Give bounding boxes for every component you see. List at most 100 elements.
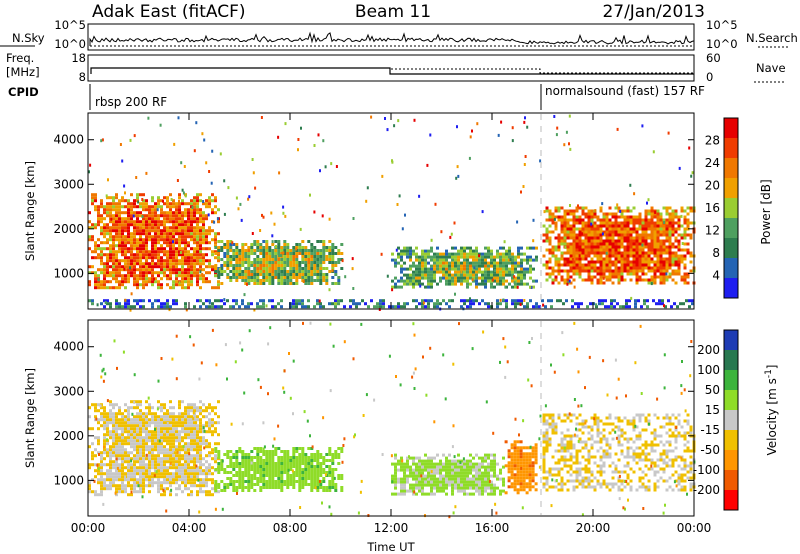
- power-cell: [496, 276, 499, 280]
- power-point: [302, 280, 305, 283]
- velocity-cell: [157, 481, 160, 485]
- velocity-cell: [130, 469, 133, 473]
- power-cell: [677, 227, 681, 231]
- power-cell: [271, 282, 275, 285]
- velocity-cell: [178, 472, 181, 476]
- velocity-cell: [265, 480, 269, 483]
- power-cell: [584, 263, 588, 267]
- velocity-cell: [118, 418, 121, 422]
- power-cell: [572, 245, 576, 249]
- velocity-cell: [268, 456, 272, 459]
- power-cell: [647, 227, 651, 231]
- power-cell: [196, 262, 199, 266]
- power-cell: [578, 230, 582, 234]
- velocity-cell: [187, 412, 190, 416]
- velocity-cell: [145, 463, 148, 467]
- power-cell: [662, 245, 666, 249]
- power-cell: [532, 279, 535, 283]
- power-cell: [587, 233, 591, 237]
- power-cell: [526, 302, 529, 306]
- power-cell: [115, 205, 118, 209]
- power-cell: [487, 305, 490, 309]
- power-cell: [481, 252, 484, 256]
- power-cell: [409, 252, 412, 256]
- power-cell: [602, 281, 606, 285]
- velocity-cell: [133, 457, 136, 461]
- velocity-cell: [121, 469, 124, 473]
- power-cell: [211, 268, 214, 272]
- power-cell: [626, 239, 630, 243]
- power-cell: [569, 269, 573, 273]
- power-cell: [629, 215, 633, 219]
- power-cell: [208, 202, 211, 206]
- power-cell: [394, 264, 397, 268]
- power-cell: [593, 215, 597, 219]
- power-cell: [466, 279, 469, 283]
- velocity-cell: [112, 403, 115, 407]
- velocity-cell: [244, 465, 248, 468]
- velocity-cell: [232, 486, 236, 489]
- velocity-cell: [154, 436, 157, 440]
- power-cell: [545, 209, 549, 213]
- power-cell: [124, 226, 127, 230]
- power-point: [595, 303, 598, 307]
- power-cell: [668, 236, 672, 240]
- power-cell: [505, 255, 508, 259]
- power-cell: [163, 220, 166, 224]
- radar-title: Adak East (fitACF): [92, 2, 246, 22]
- velocity-cell: [133, 469, 136, 473]
- power-cell: [406, 279, 409, 283]
- velocity-cell: [205, 472, 208, 476]
- velocity-cell: [316, 465, 320, 468]
- power-cell: [181, 217, 184, 221]
- power-cell: [127, 250, 130, 254]
- power-cell: [274, 273, 278, 276]
- velocity-cell: [130, 478, 133, 482]
- power-cell: [274, 240, 278, 243]
- velocity-cell: [172, 436, 175, 440]
- power-cell: [517, 273, 520, 277]
- velocity-cell: [187, 445, 190, 449]
- power-cell: [136, 286, 139, 290]
- power-cell: [130, 259, 133, 263]
- power-cell: [109, 265, 112, 269]
- power-cell: [109, 235, 112, 239]
- power-cell: [650, 230, 654, 234]
- power-cell: [626, 227, 630, 231]
- velocity-cell: [178, 421, 181, 425]
- velocity-cell: [160, 403, 163, 407]
- power-cell: [88, 265, 91, 269]
- power-cell: [100, 214, 103, 218]
- power-cell: [626, 251, 630, 255]
- power-cell: [683, 278, 687, 282]
- power-cell: [602, 257, 606, 261]
- power-cell: [124, 223, 127, 227]
- velocity-cell: [205, 469, 208, 473]
- power-cell: [286, 261, 290, 264]
- power-cell: [659, 212, 663, 216]
- velocity-cell: [106, 424, 109, 428]
- power-cell: [193, 241, 196, 245]
- velocity-cell: [142, 457, 145, 461]
- power-cell: [671, 224, 675, 228]
- velocity-cell: [127, 481, 130, 485]
- power-cell: [268, 255, 272, 258]
- velocity-cell: [304, 474, 308, 477]
- power-cell: [614, 254, 618, 258]
- velocity-cell: [103, 478, 106, 482]
- power-cell: [638, 254, 642, 258]
- velocity-cell: [247, 471, 251, 474]
- velocity-cell: [163, 457, 166, 461]
- power-cell: [433, 255, 436, 259]
- power-cell: [136, 247, 139, 251]
- power-cell: [196, 271, 199, 275]
- power-cell: [656, 215, 660, 219]
- power-cell: [601, 299, 604, 303]
- power-cell: [175, 259, 178, 263]
- power-cell: [683, 254, 687, 258]
- power-cell: [454, 276, 457, 280]
- power-cell: [202, 274, 205, 278]
- velocity-cell: [148, 472, 151, 476]
- noise-sky-trace: [89, 31, 695, 46]
- power-cell: [647, 245, 651, 249]
